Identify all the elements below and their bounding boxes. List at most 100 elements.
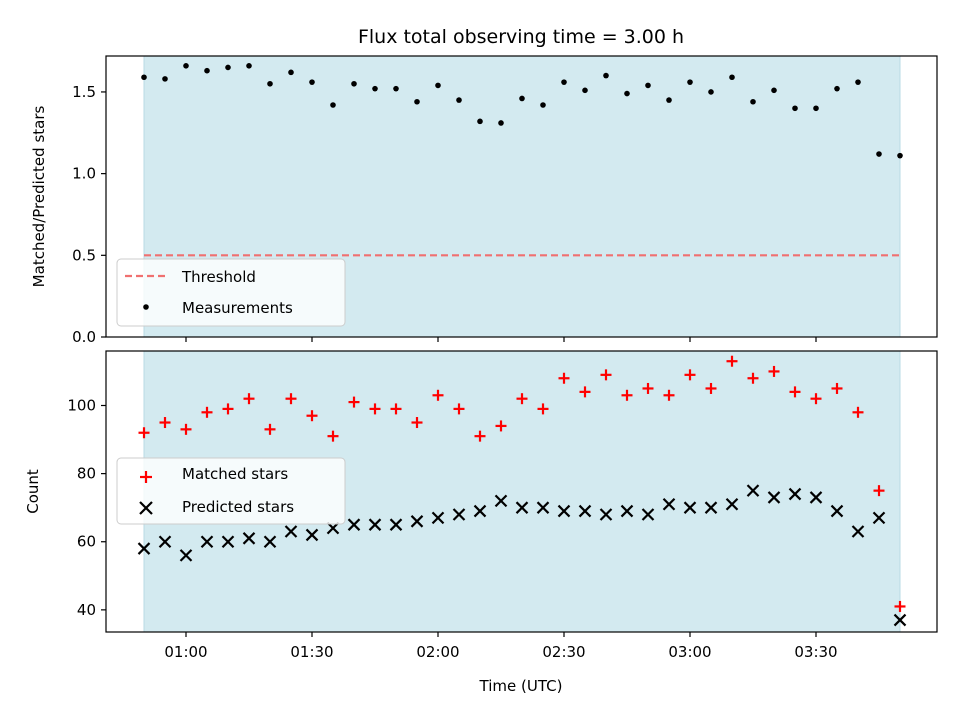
measurement-point <box>645 82 651 89</box>
bottom-y-tick-label: 100 <box>67 396 96 414</box>
predicted-star-point <box>704 501 718 514</box>
measurement-point <box>267 80 273 87</box>
matched-legend-marker <box>140 471 152 483</box>
matched-star-point <box>138 427 150 439</box>
x-axis-label: Time (UTC) <box>479 677 563 695</box>
predicted-star-point <box>284 525 298 538</box>
measurement-point <box>561 79 567 85</box>
matched-star-point <box>579 386 591 398</box>
bottom-legend: Matched stars Predicted stars <box>116 457 346 525</box>
measurement-point <box>141 74 147 81</box>
measurement-point <box>876 151 882 157</box>
bottom-y-tick-label: 60 <box>77 533 96 551</box>
predicted-star-point <box>557 504 571 518</box>
matched-star-point <box>432 389 444 401</box>
matched-star-point <box>348 396 360 408</box>
predicted-star-point <box>200 535 214 549</box>
measurement-point <box>666 97 672 103</box>
measurement-point <box>855 79 861 85</box>
matched-star-point <box>306 410 318 422</box>
measurement-point <box>750 98 756 105</box>
matched-star-point <box>873 485 885 497</box>
top-y-axis-label: Matched/Predicted stars <box>30 106 48 288</box>
top-y-tick-label: 0.0 <box>72 328 96 346</box>
matched-star-point <box>327 430 339 442</box>
predicted-star-point <box>305 528 319 542</box>
predicted-star-point <box>494 494 508 508</box>
predicted-star-point <box>893 613 907 627</box>
matched-star-point <box>474 430 486 442</box>
predicted-star-point <box>599 508 613 521</box>
predicted-star-point <box>683 501 697 514</box>
predicted-star-point <box>662 497 676 511</box>
measurement-point <box>477 118 483 125</box>
x-tick-label: 01:30 <box>290 643 333 661</box>
x-tick-label: 01:00 <box>164 643 207 661</box>
bottom-axes-frame <box>105 350 938 633</box>
measurement-point <box>393 85 399 92</box>
predicted-star-point <box>137 542 151 555</box>
predicted-star-point <box>830 504 844 518</box>
matched-star-point <box>390 403 402 415</box>
matched-star-point <box>831 382 843 394</box>
top-y-tick-label: 0.5 <box>72 246 96 264</box>
measurement-point <box>708 89 714 95</box>
matched-star-point <box>726 355 738 367</box>
measurement-point <box>897 152 903 159</box>
predicted-star-point <box>263 535 277 549</box>
predicted-star-point <box>809 491 823 504</box>
measurements-legend-label: Measurements <box>182 299 293 317</box>
measurement-point <box>834 85 840 92</box>
x-tick-label: 02:30 <box>542 643 585 661</box>
measurement-point <box>309 79 315 85</box>
predicted-star-point <box>410 515 424 528</box>
measurement-point <box>246 63 252 69</box>
matched-star-point <box>453 403 465 415</box>
x-tick-label: 03:00 <box>668 643 711 661</box>
measurement-point <box>183 63 189 69</box>
matched-star-point <box>852 406 864 418</box>
bottom-y-tick-label: 80 <box>77 465 96 483</box>
predicted-star-point <box>431 511 445 525</box>
top-legend: Threshold Measurements <box>116 258 346 327</box>
matched-star-point <box>642 382 654 394</box>
top-axes-frame <box>105 55 938 338</box>
matched-star-point <box>201 406 213 418</box>
measurement-point <box>372 85 378 92</box>
predicted-legend-marker <box>139 501 153 515</box>
x-tick-label: 03:30 <box>794 643 837 661</box>
predicted-star-point <box>872 511 886 525</box>
predicted-star-point <box>389 518 403 531</box>
measurement-point <box>729 74 735 81</box>
top-panel: 0.0 0.5 1.0 1.5 Matched/Predicted stars Thr… <box>30 55 938 346</box>
matched-star-point <box>369 403 381 415</box>
predicted-star-point <box>536 501 550 514</box>
matched-star-point <box>768 365 780 377</box>
bottom-y-tick-label: 40 <box>77 601 96 619</box>
predicted-star-point <box>578 504 592 518</box>
predicted-legend-label: Predicted stars <box>182 498 294 516</box>
matched-star-point <box>621 389 633 401</box>
top-legend-box <box>116 258 346 327</box>
bottom-y-axis-label: Count <box>24 469 42 514</box>
predicted-star-point <box>158 535 172 549</box>
predicted-star-point <box>452 508 466 521</box>
chart-title: Flux total observing time = 3.00 h <box>358 26 684 48</box>
predicted-star-point <box>767 491 781 504</box>
predicted-star-point <box>746 484 760 497</box>
measurement-point <box>792 105 798 112</box>
measurements-legend-marker <box>143 304 149 310</box>
measurement-point <box>330 102 336 108</box>
bottom-legend-box <box>116 457 346 525</box>
matched-star-point <box>663 389 675 401</box>
measurement-point <box>351 80 357 87</box>
predicted-star-point <box>851 525 865 538</box>
predicted-star-point <box>347 518 361 531</box>
predicted-star-point <box>641 508 655 521</box>
matched-star-point <box>516 393 528 405</box>
measurement-point <box>435 82 441 89</box>
top-y-tick-label: 1.0 <box>72 165 96 183</box>
matched-star-point <box>222 403 234 415</box>
